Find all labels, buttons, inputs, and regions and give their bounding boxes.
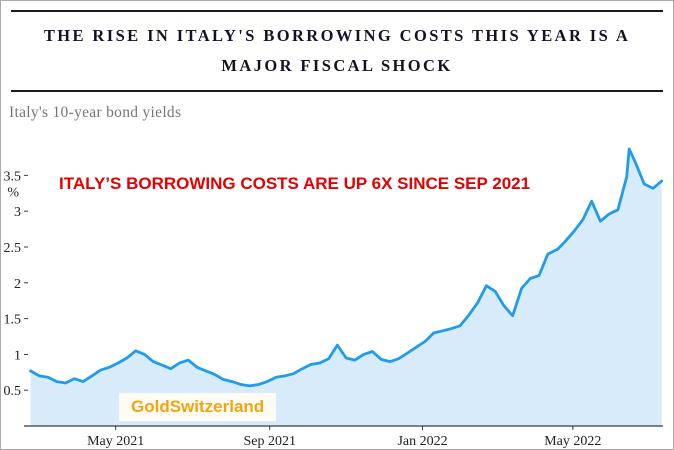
svg-text:%: % [7,186,19,201]
chart-subtitle: Italy's 10-year bond yields [9,104,182,122]
svg-text:2.5: 2.5 [4,241,22,256]
svg-text:1.5: 1.5 [4,313,22,328]
top-divider [11,10,663,12]
title-divider [11,90,663,93]
svg-text:Sep 2021: Sep 2021 [243,434,296,449]
bond-yield-chart: 0.5 1 1.5 2 2.5 3 3.5% May 2021 Sep 2021 Jan 2022… [4,147,664,449]
chart-area: 0.5 1 1.5 2 2.5 3 3.5% May 2021 Sep 2021 Jan 2022… [1,130,673,449]
page-title: THE RISE IN ITALY'S BORROWING COSTS THIS… [43,26,631,75]
watermark-label: GoldSwitzerland [119,393,277,422]
svg-text:2: 2 [14,277,21,292]
svg-text:3: 3 [14,206,21,221]
svg-text:May 2021: May 2021 [87,434,144,449]
svg-text:0.5: 0.5 [4,385,22,400]
svg-text:3.5: 3.5 [4,170,22,185]
svg-text:May 2022: May 2022 [544,434,601,449]
svg-text:1: 1 [14,349,21,364]
chart-annotation: ITALY’S BORROWING COSTS ARE UP 6X SINCE … [59,174,531,194]
svg-text:Jan 2022: Jan 2022 [397,434,447,449]
